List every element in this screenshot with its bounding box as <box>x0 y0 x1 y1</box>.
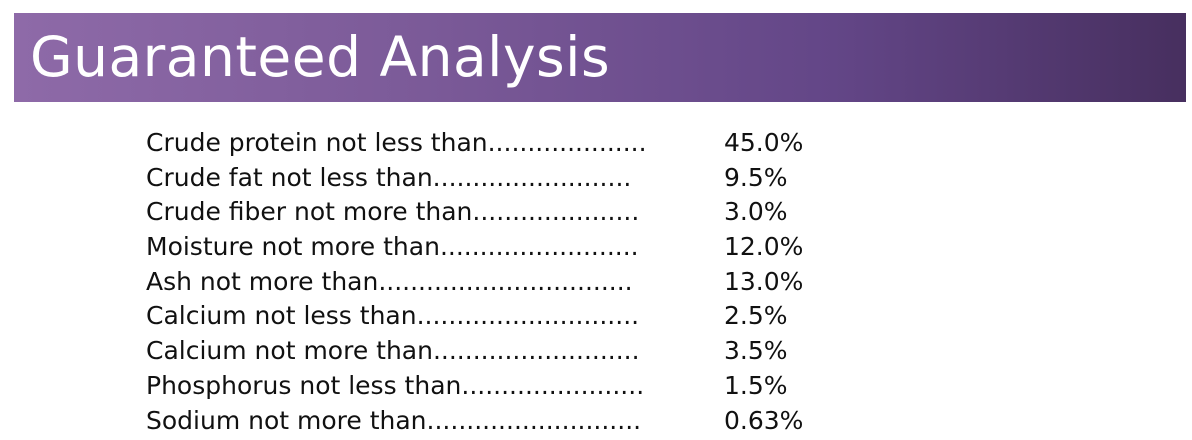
row-label: Calcium not less than...................… <box>146 301 640 331</box>
row-value: 13.0% <box>724 266 804 296</box>
analysis-row-crude-fiber: Crude fiber not more than...............… <box>146 195 846 230</box>
row-label: Ash not more than.......................… <box>146 266 633 296</box>
row-label: Moisture not more than..................… <box>146 232 639 262</box>
row-value: 1.5% <box>724 370 788 400</box>
analysis-row-sodium: Sodium not more than....................… <box>146 404 846 439</box>
row-label: Calcium not more than...................… <box>146 336 640 366</box>
row-label: Crude fat not less than.................… <box>146 162 632 192</box>
header-banner: Guaranteed Analysis <box>14 13 1186 102</box>
analysis-row-ash: Ash not more than.......................… <box>146 265 846 300</box>
row-label: Sodium not more than....................… <box>146 405 642 435</box>
analysis-row-moisture: Moisture not more than..................… <box>146 230 846 265</box>
row-label: Crude fiber not more than...............… <box>146 197 640 227</box>
row-value: 9.5% <box>724 162 788 192</box>
analysis-row-crude-protein: Crude protein not less than.............… <box>146 126 846 161</box>
row-value: 45.0% <box>724 128 804 157</box>
row-value: 0.63% <box>724 405 804 435</box>
row-value: 3.0% <box>724 197 788 227</box>
analysis-row-calcium-min: Calcium not less than...................… <box>146 299 846 334</box>
row-label: Phosphorus not less than................… <box>146 370 645 400</box>
analysis-row-phosphorus: Phosphorus not less than................… <box>146 369 846 404</box>
row-value: 3.5% <box>724 336 788 366</box>
row-value: 2.5% <box>724 301 788 331</box>
guaranteed-analysis-list: Crude protein not less than.............… <box>146 126 846 438</box>
row-value: 12.0% <box>724 232 804 262</box>
analysis-row-crude-fat: Crude fat not less than.................… <box>146 161 846 196</box>
row-label: Crude protein not less than.............… <box>146 128 647 157</box>
analysis-row-calcium-max: Calcium not more than...................… <box>146 334 846 369</box>
page-title: Guaranteed Analysis <box>30 25 611 89</box>
